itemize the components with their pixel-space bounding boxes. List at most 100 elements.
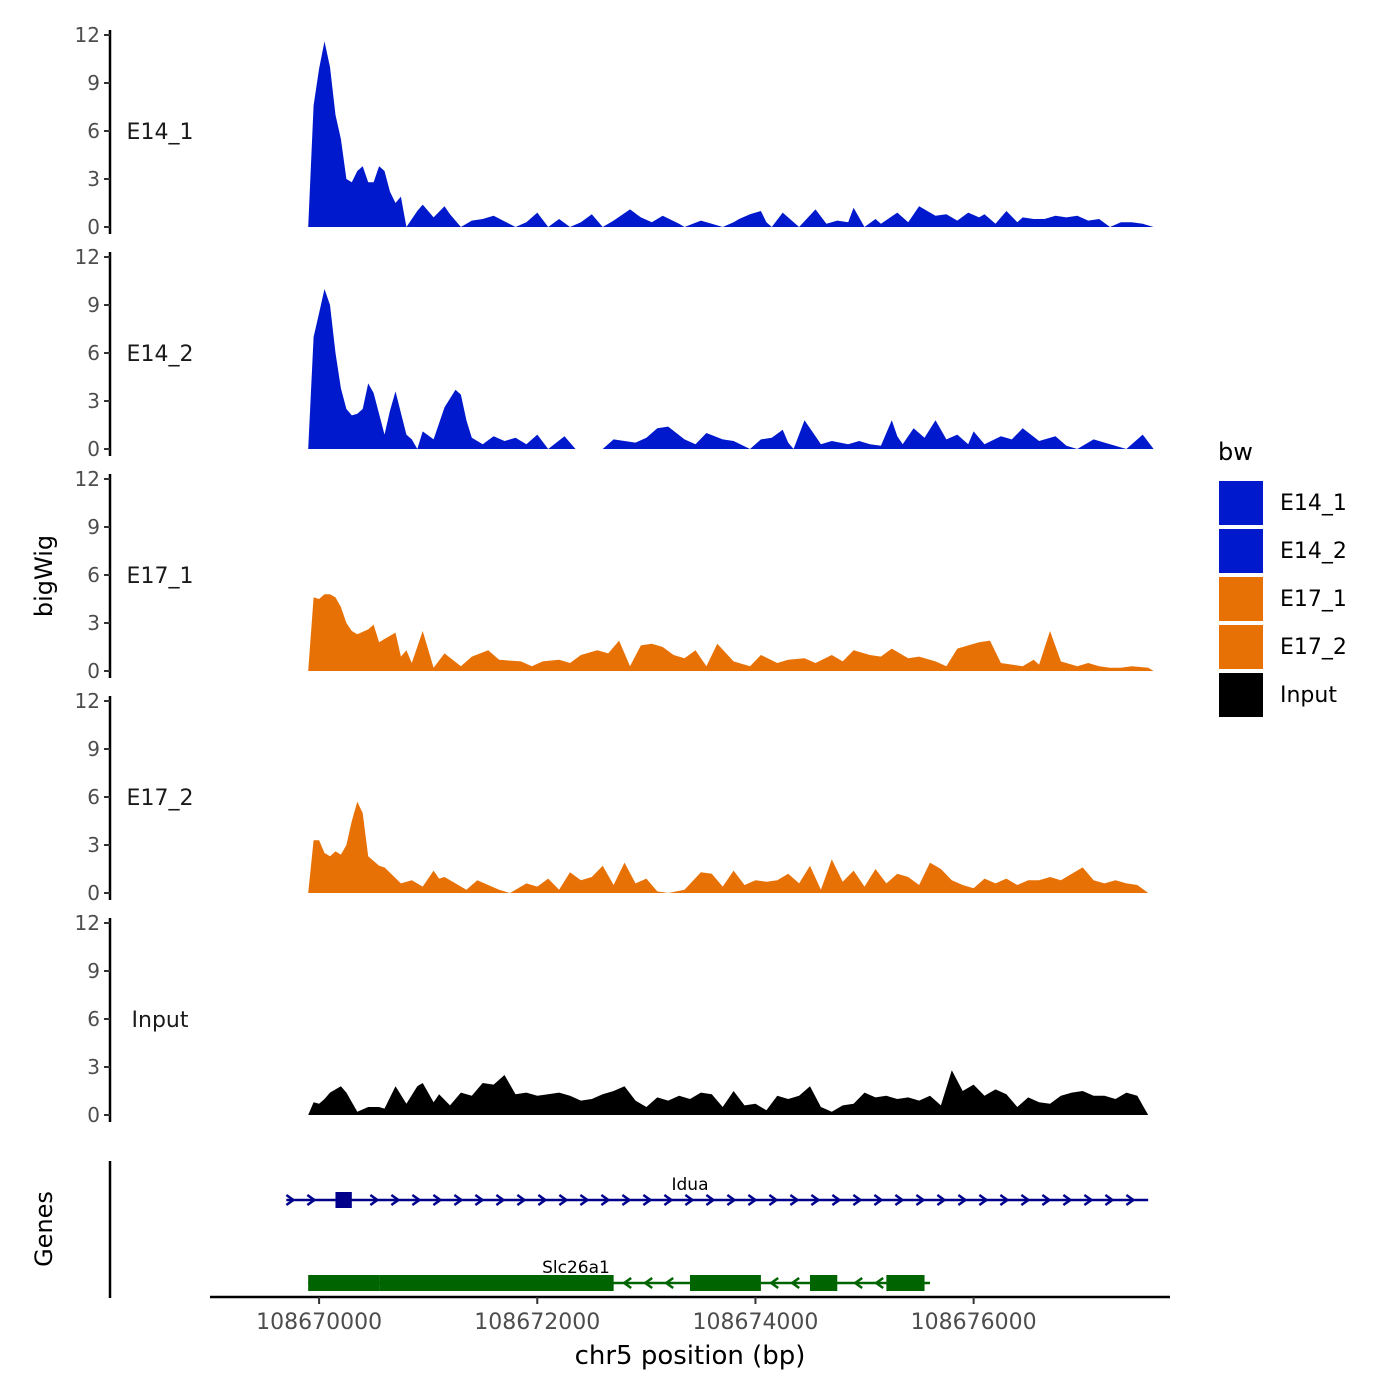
genes-track: Idua Slc26a1	[108, 1161, 1149, 1298]
x-tick-label: 108674000	[692, 1310, 818, 1335]
track-panels: 0 3 6 9 12 E14_1 0 3 6 9 12 E14_2 0 3 6 9 12 E17_1 0 3 6 9 12 E…	[75, 23, 1154, 1127]
y-tick-label: 12	[75, 245, 100, 269]
strand-arrow	[874, 1276, 884, 1290]
strand-arrow	[600, 1193, 611, 1207]
panel-E17_2: 0 3 6 9 12 E17_2	[75, 689, 1149, 905]
y-tick-label: 12	[75, 467, 100, 491]
x-tick-label: 108672000	[474, 1310, 600, 1335]
legend-swatch	[1217, 623, 1265, 671]
coverage-area-E17_1	[308, 594, 1154, 671]
coverage-area-E17_2	[308, 801, 1149, 893]
strand-arrow	[684, 1193, 695, 1207]
strand-arrow	[789, 1193, 800, 1207]
y-tick-label: 6	[87, 785, 100, 809]
panel-E17_1: 0 3 6 9 12 E17_1	[75, 467, 1154, 683]
strand-arrow	[369, 1193, 380, 1207]
strand-arrow	[894, 1193, 905, 1207]
strand-arrow	[831, 1193, 842, 1207]
legend-label: E14_1	[1280, 491, 1347, 516]
legend-label: Input	[1280, 683, 1337, 708]
strand-arrow	[1104, 1193, 1115, 1207]
legend-swatch	[1217, 479, 1265, 527]
gene-Idua: Idua	[285, 1175, 1149, 1208]
strand-arrow	[705, 1193, 716, 1207]
coverage-area-E14_1	[308, 41, 1154, 228]
y-tick-label: 0	[87, 215, 100, 239]
strand-arrow	[853, 1276, 863, 1290]
track-label-E17_1: E17_1	[127, 564, 194, 589]
y-axis-title: bigWig	[30, 535, 58, 617]
strand-arrow	[726, 1193, 737, 1207]
legend-swatch	[1217, 527, 1265, 575]
coverage-area-Input	[308, 1070, 1149, 1115]
strand-arrow	[957, 1193, 968, 1207]
legend-label: E17_2	[1280, 635, 1347, 660]
y-tick-label: 6	[87, 563, 100, 587]
legend-label: E17_1	[1280, 587, 1347, 612]
strand-arrow	[768, 1193, 779, 1207]
legend-item-E14_2: E14_2	[1217, 527, 1347, 575]
y-tick-label: 3	[87, 389, 100, 413]
gene-Slc26a1: Slc26a1	[308, 1258, 930, 1291]
y-tick-label: 3	[87, 833, 100, 857]
y-tick-label: 3	[87, 611, 100, 635]
y-tick-label: 9	[87, 515, 100, 539]
exon	[308, 1275, 380, 1291]
strand-arrow	[1020, 1193, 1031, 1207]
strand-arrow	[642, 1193, 653, 1207]
strand-arrow	[537, 1193, 548, 1207]
y-tick-label: 9	[87, 71, 100, 95]
legend-title: bw	[1218, 438, 1253, 466]
strand-arrow	[1062, 1193, 1073, 1207]
y-tick-label: 0	[87, 881, 100, 905]
strand-arrow	[411, 1193, 422, 1207]
strand-arrow	[873, 1193, 884, 1207]
strand-arrow	[810, 1193, 821, 1207]
legend-label: E14_2	[1280, 539, 1347, 564]
y-tick-label: 6	[87, 1007, 100, 1031]
strand-arrow	[621, 1193, 632, 1207]
y-tick-label: 9	[87, 293, 100, 317]
strand-arrow	[915, 1193, 926, 1207]
y-tick-label: 6	[87, 341, 100, 365]
strand-arrow	[285, 1193, 296, 1207]
strand-arrow	[747, 1193, 758, 1207]
exon	[810, 1275, 838, 1291]
legend-item-E17_1: E17_1	[1217, 575, 1347, 623]
x-tick-label: 108670000	[256, 1310, 382, 1335]
strand-arrow	[978, 1193, 989, 1207]
y-tick-label: 0	[87, 659, 100, 683]
panel-E14_1: 0 3 6 9 12 E14_1	[75, 23, 1154, 239]
track-label-Input: Input	[132, 1008, 189, 1033]
track-label-E14_2: E14_2	[127, 342, 194, 367]
strand-arrow	[643, 1276, 653, 1290]
gene-label: Idua	[672, 1175, 709, 1195]
y-tick-label: 12	[75, 911, 100, 935]
strand-arrow	[663, 1193, 674, 1207]
strand-arrow	[474, 1193, 485, 1207]
exon	[690, 1275, 761, 1291]
strand-arrow	[664, 1276, 674, 1290]
y-tick-label: 12	[75, 689, 100, 713]
legend-item-E14_1: E14_1	[1217, 479, 1347, 527]
strand-arrow	[769, 1276, 779, 1290]
genes-track-title: Genes	[30, 1191, 58, 1267]
y-tick-label: 12	[75, 23, 100, 47]
strand-arrow	[495, 1193, 506, 1207]
strand-arrow	[558, 1193, 569, 1207]
panel-E14_2: 0 3 6 9 12 E14_2	[75, 245, 1154, 461]
legend-item-Input: Input	[1217, 671, 1337, 719]
y-tick-label: 0	[87, 1103, 100, 1127]
strand-arrow	[999, 1193, 1010, 1207]
exon	[335, 1192, 352, 1208]
gene-label: Slc26a1	[542, 1258, 610, 1278]
x-axis-title: chr5 position (bp)	[575, 1341, 806, 1371]
strand-arrow	[516, 1193, 527, 1207]
y-tick-label: 9	[87, 737, 100, 761]
x-axis: 108670000 108672000 108674000 108676000	[210, 1295, 1170, 1335]
strand-arrow	[453, 1193, 464, 1207]
legend-swatch	[1217, 671, 1265, 719]
x-tick-label: 108676000	[911, 1310, 1037, 1335]
strand-arrow	[852, 1193, 863, 1207]
